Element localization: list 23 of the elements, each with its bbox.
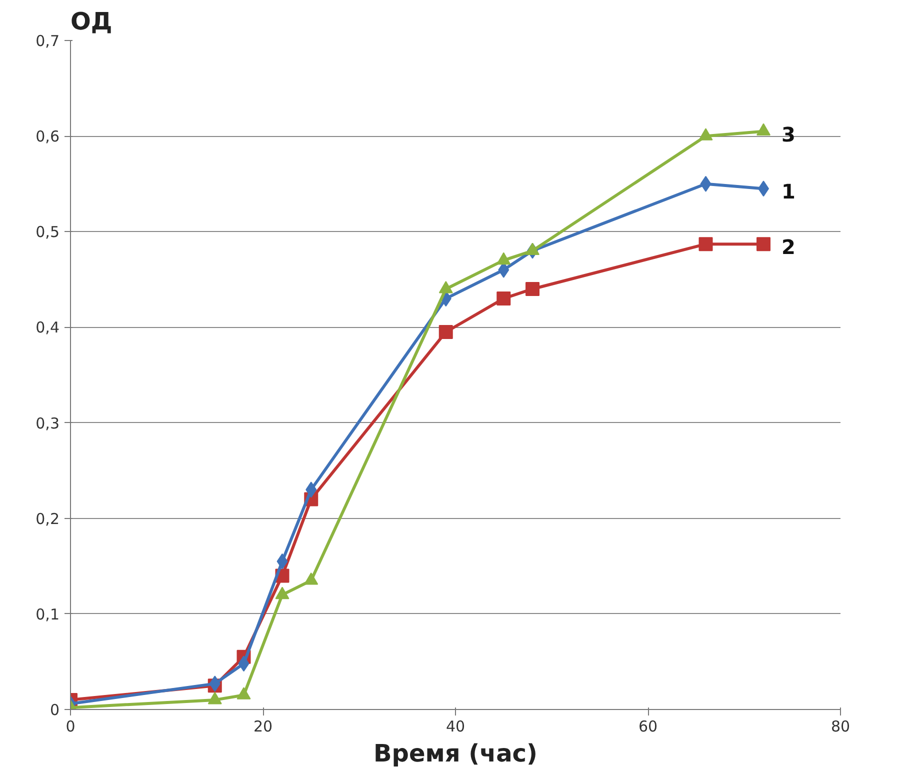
point bbox=[698, 237, 713, 252]
x-tick-label: 80 bbox=[830, 718, 850, 736]
y-tick-label: 0 bbox=[50, 701, 60, 719]
y-tick-label: 0,4 bbox=[36, 318, 60, 337]
series-label: 3 bbox=[782, 122, 796, 146]
y-tick-label: 0,3 bbox=[36, 414, 60, 432]
point bbox=[438, 324, 453, 339]
point bbox=[756, 237, 770, 252]
x-axis-title: Время (час) bbox=[374, 740, 538, 768]
series-label: 1 bbox=[782, 180, 796, 204]
x-tick-label: 0 bbox=[66, 718, 76, 736]
x-tick-label: 40 bbox=[446, 718, 466, 736]
series-label: 2 bbox=[782, 235, 796, 260]
x-tick-label: 20 bbox=[253, 718, 273, 736]
point bbox=[526, 282, 540, 296]
y-tick-label: 0,7 bbox=[36, 32, 60, 50]
y-tick-label: 0,6 bbox=[36, 128, 60, 146]
point bbox=[496, 292, 511, 306]
y-axis-title: ОД bbox=[70, 8, 112, 36]
y-tick-label: 0,1 bbox=[36, 605, 60, 624]
x-tick-label: 60 bbox=[638, 718, 658, 736]
y-tick-label: 0,2 bbox=[36, 510, 60, 528]
y-tick-label: 0,5 bbox=[36, 223, 60, 242]
